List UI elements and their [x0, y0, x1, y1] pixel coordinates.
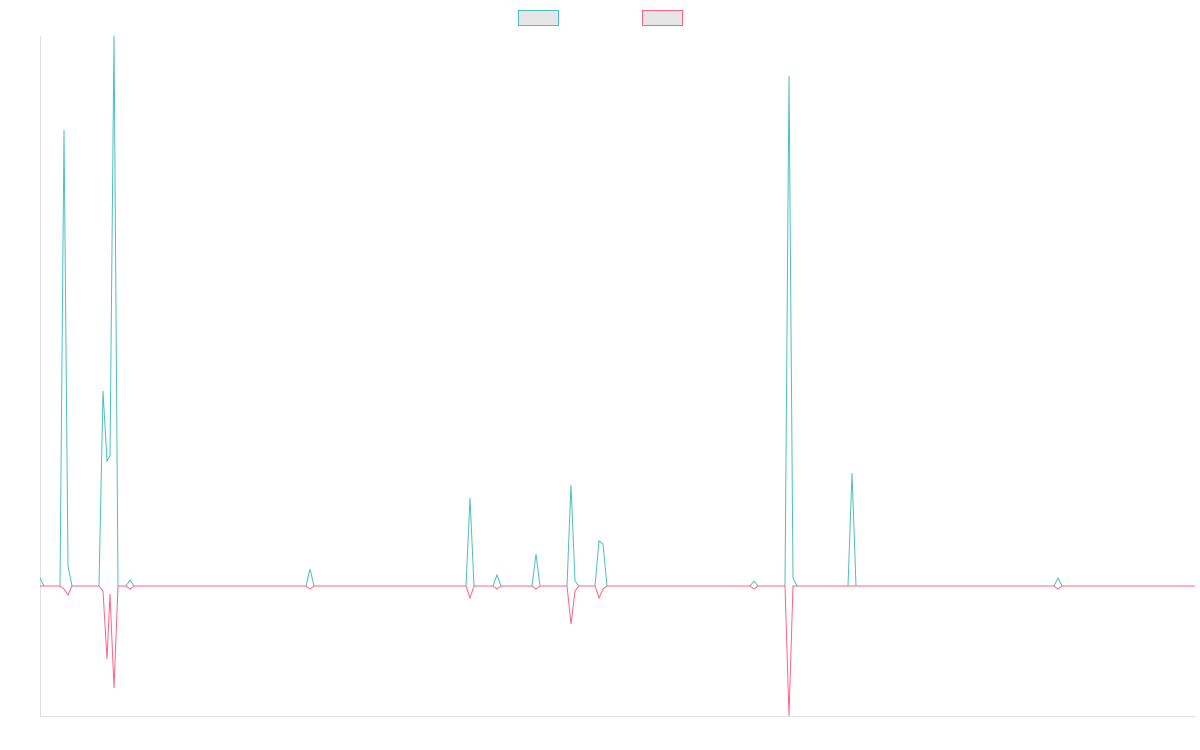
series-line [40, 585, 1195, 717]
legend-swatch [642, 10, 683, 26]
legend-swatch [518, 10, 559, 26]
series-line [39, 35, 1195, 587]
